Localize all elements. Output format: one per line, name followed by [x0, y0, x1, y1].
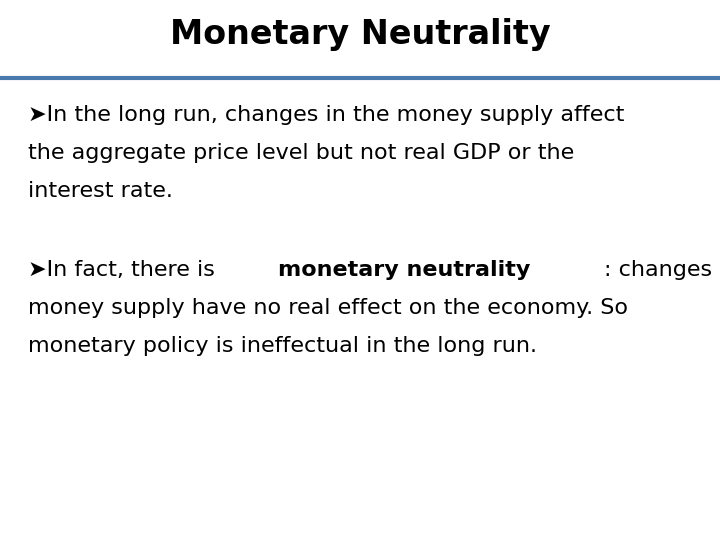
Text: ➤In the long run, changes in the money supply affect: ➤In the long run, changes in the money s…	[28, 105, 624, 125]
Text: : changes in the: : changes in the	[604, 260, 720, 280]
Text: monetary policy is ineffectual in the long run.: monetary policy is ineffectual in the lo…	[28, 336, 537, 356]
Text: ➤In fact, there is: ➤In fact, there is	[28, 260, 222, 280]
Text: monetary neutrality: monetary neutrality	[279, 260, 531, 280]
Text: interest rate.: interest rate.	[28, 181, 173, 201]
Text: money supply have no real effect on the economy. So: money supply have no real effect on the …	[28, 298, 628, 318]
Text: Monetary Neutrality: Monetary Neutrality	[170, 18, 550, 51]
Text: the aggregate price level but not real GDP or the: the aggregate price level but not real G…	[28, 143, 575, 163]
